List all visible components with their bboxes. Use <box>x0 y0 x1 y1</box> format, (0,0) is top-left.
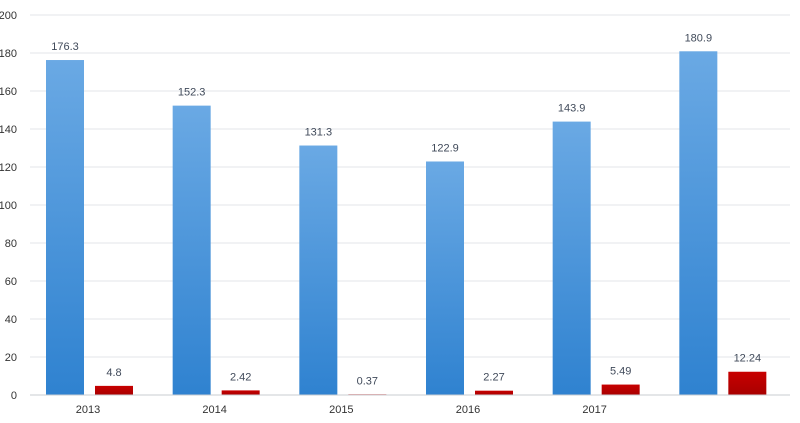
y-tick-label: 120 <box>0 162 17 174</box>
bar-blue <box>299 145 338 395</box>
data-label: 152.3 <box>178 87 206 99</box>
bar-blue <box>552 121 591 395</box>
x-tick-label: 2014 <box>202 404 226 416</box>
x-tick-label: 2013 <box>76 404 100 416</box>
y-tick-label: 140 <box>0 124 17 136</box>
y-tick-label: 100 <box>0 200 17 212</box>
bar-red <box>95 385 133 395</box>
data-label: 2.42 <box>230 371 251 383</box>
bar-blue <box>172 105 211 395</box>
y-axis: 0 20 40 60 80 100 120 140 160 180 200 <box>0 10 17 402</box>
bar-red <box>475 390 513 395</box>
y-tick-label: 180 <box>0 48 17 60</box>
x-tick-label: 2015 <box>329 404 353 416</box>
bars <box>46 51 767 395</box>
data-label: 12.24 <box>734 353 762 365</box>
x-axis: 2013 2014 2015 2016 2017 <box>30 394 790 416</box>
y-tick-label: 0 <box>11 390 17 402</box>
data-label: 5.49 <box>610 366 631 378</box>
data-label: 122.9 <box>431 142 459 154</box>
bar-blue <box>46 60 84 395</box>
data-label: 131.3 <box>305 127 333 139</box>
bar-blue <box>426 161 464 395</box>
bar-red <box>221 390 260 395</box>
bar-red <box>728 371 767 395</box>
y-tick-label: 80 <box>5 238 17 250</box>
y-tick-label: 20 <box>5 352 17 364</box>
bar-blue <box>679 51 718 395</box>
x-tick-label: 2017 <box>582 404 606 416</box>
y-tick-label: 40 <box>5 314 17 326</box>
x-tick-label: 2016 <box>456 404 480 416</box>
data-label: 0.37 <box>357 375 378 387</box>
bar-red <box>601 384 640 395</box>
gridlines <box>30 14 790 358</box>
data-label: 2.27 <box>483 372 504 384</box>
data-label: 176.3 <box>51 41 79 53</box>
data-label: 4.8 <box>106 367 121 379</box>
y-tick-label: 60 <box>5 276 17 288</box>
data-label: 180.9 <box>685 32 713 44</box>
y-tick-label: 160 <box>0 86 17 98</box>
data-labels: 176.3 4.8 152.3 2.42 131.3 0.37 122.9 2.27 143.9… <box>51 32 761 387</box>
data-label: 143.9 <box>558 103 586 115</box>
y-tick-label: 200 <box>0 10 17 22</box>
